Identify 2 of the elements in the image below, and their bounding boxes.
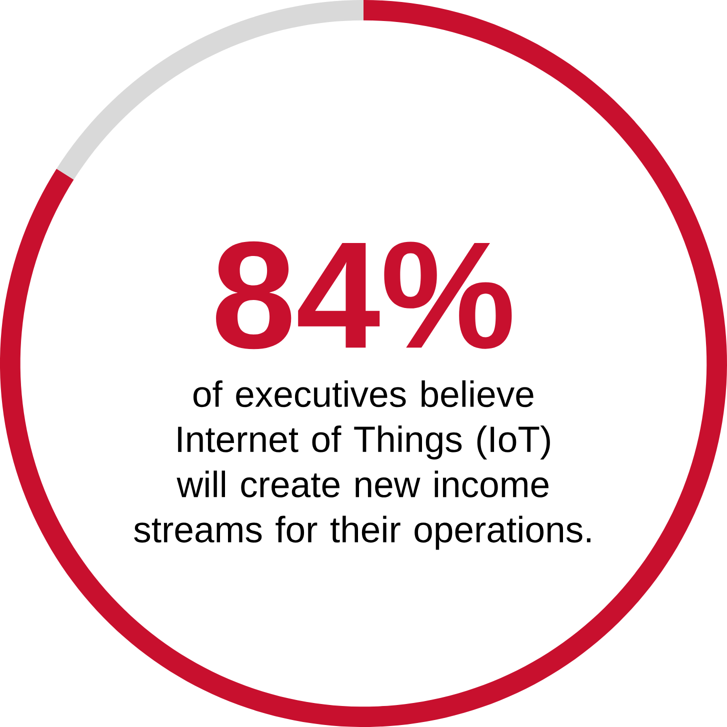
data-label: 84% xyxy=(216,241,512,350)
text: of executives believe Internet of Things (IoT) will create new income streams for their operations. xyxy=(134,380,590,550)
